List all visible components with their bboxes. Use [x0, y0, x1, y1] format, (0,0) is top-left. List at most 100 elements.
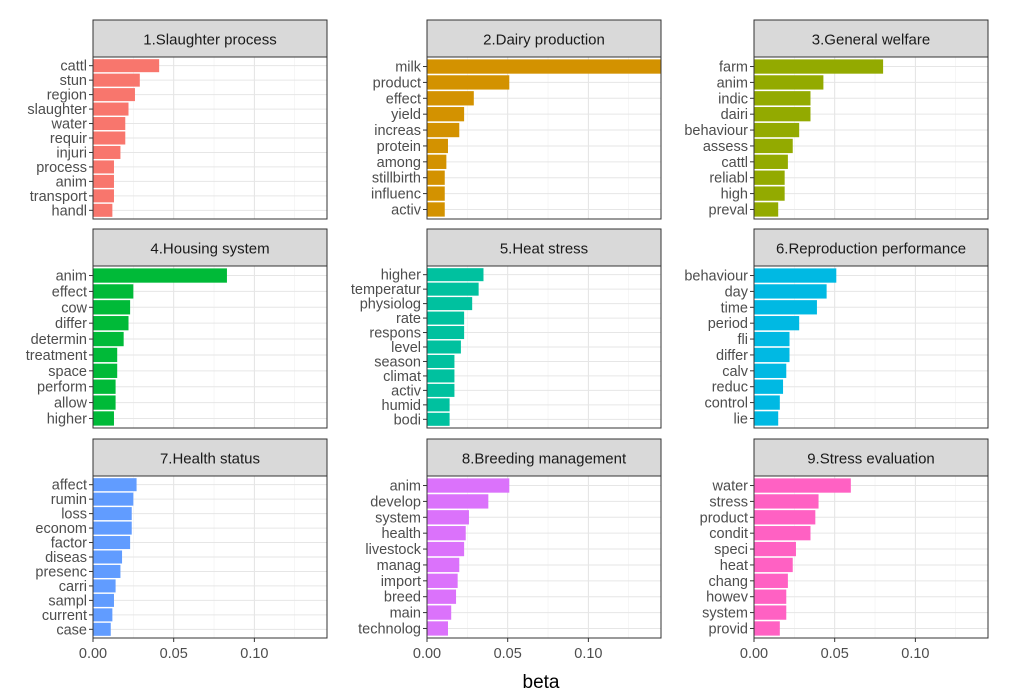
term-label: farm: [719, 60, 748, 76]
bar: [427, 170, 445, 185]
bar: [754, 331, 790, 347]
term-label: system: [702, 606, 748, 622]
term-label: affect: [52, 478, 87, 494]
bar: [427, 478, 510, 493]
term-label: lie: [733, 411, 748, 427]
facet-strip: [426, 19, 662, 58]
x-tick-label: 0.05: [821, 646, 849, 662]
bar: [754, 170, 785, 185]
bar: [754, 379, 784, 394]
panel-border: [753, 265, 989, 429]
facet-title: 3.General welfare: [812, 32, 930, 49]
term-label: climat: [383, 369, 421, 385]
x-axis-label: beta: [523, 672, 560, 693]
term-label: econom: [35, 521, 87, 537]
bar: [754, 75, 824, 90]
facet-title: 9.Stress evaluation: [807, 451, 935, 468]
term-label: influenc: [371, 187, 421, 203]
bar: [93, 521, 132, 535]
bar: [754, 363, 787, 378]
bar: [93, 608, 113, 622]
term-label: anim: [56, 174, 87, 190]
term-label: speci: [714, 542, 748, 558]
term-label: requir: [50, 131, 87, 147]
bar: [754, 186, 785, 201]
bar: [427, 75, 510, 90]
bar: [427, 369, 455, 383]
term-label: breed: [384, 590, 421, 606]
bar: [93, 117, 126, 131]
bar: [427, 154, 447, 169]
term-label: provid: [709, 621, 749, 637]
term-label: activ: [391, 202, 422, 218]
bar: [93, 492, 134, 506]
facet-title: 2.Dairy production: [483, 32, 605, 49]
term-label: howev: [706, 590, 749, 606]
term-label: anim: [390, 479, 421, 495]
term-label: high: [721, 187, 748, 203]
bar: [427, 510, 469, 525]
facet-strip: [92, 438, 328, 477]
term-label: higher: [381, 268, 421, 284]
bar: [93, 102, 129, 116]
term-label: milk: [395, 60, 422, 76]
term-label: anim: [717, 75, 748, 91]
term-label: manag: [377, 558, 421, 574]
bar: [93, 536, 131, 550]
term-label: import: [381, 574, 421, 590]
term-label: product: [700, 510, 748, 526]
term-label: temperatur: [351, 282, 421, 298]
facet-title: 4.Housing system: [150, 241, 269, 258]
facet-strip: [753, 438, 989, 477]
bar: [754, 621, 780, 636]
term-label: rumin: [51, 492, 87, 508]
bar: [93, 593, 114, 607]
term-label: respons: [369, 326, 421, 342]
bar: [427, 340, 461, 354]
term-label: cow: [61, 300, 87, 316]
bar: [427, 383, 455, 397]
bar: [754, 154, 788, 169]
bar: [427, 541, 465, 557]
bar: [754, 268, 837, 283]
term-label: condit: [709, 526, 748, 542]
bar: [427, 268, 484, 282]
bar: [427, 91, 474, 106]
x-tick-label: 0.00: [740, 646, 768, 662]
term-label: factor: [51, 536, 87, 552]
bar: [427, 282, 479, 296]
bar: [754, 202, 779, 217]
bar: [427, 186, 445, 201]
term-label: increas: [374, 123, 421, 139]
panel-border: [92, 475, 328, 639]
panel-border: [92, 265, 328, 429]
bar: [93, 316, 129, 331]
term-label: product: [373, 75, 421, 91]
term-label: effect: [386, 91, 421, 107]
term-label: protein: [377, 139, 421, 155]
bar: [93, 564, 121, 578]
term-label: preval: [709, 202, 749, 218]
panel-border: [753, 56, 989, 220]
term-label: activ: [391, 383, 422, 399]
term-label: process: [36, 160, 87, 176]
bar: [93, 160, 114, 174]
bar: [754, 59, 884, 74]
bar: [93, 174, 114, 188]
term-label: period: [708, 316, 748, 332]
term-label: dairi: [721, 107, 748, 123]
term-label: stillbirth: [372, 171, 421, 187]
term-label: main: [390, 606, 421, 622]
x-tick-label: 0.10: [240, 646, 268, 662]
facet-strip: [753, 19, 989, 58]
term-label: anim: [56, 269, 87, 285]
term-label: loss: [61, 507, 87, 523]
term-label: chang: [708, 574, 748, 590]
term-label: stress: [709, 494, 748, 510]
term-label: reliabl: [709, 171, 748, 187]
term-label: level: [391, 340, 421, 356]
bar: [427, 573, 458, 588]
term-label: water: [712, 479, 749, 495]
facet-title: 6.Reproduction performance: [776, 241, 966, 258]
